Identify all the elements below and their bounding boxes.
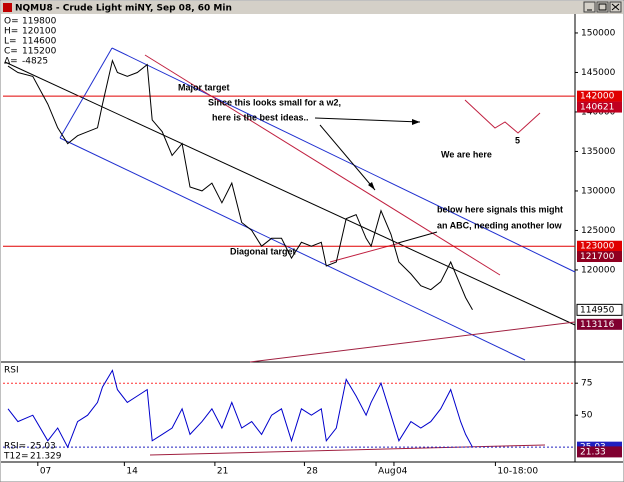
price-label: 123000: [580, 242, 615, 252]
panel-title: RSI: [4, 366, 19, 376]
price-line: [7, 58, 473, 311]
info-value: 114600: [22, 37, 57, 47]
annotations: Major target Since this looks small for …: [178, 82, 563, 256]
price-label-box: [577, 101, 622, 113]
annotation: We are here: [441, 149, 492, 159]
y-tick-label: 145000: [581, 68, 616, 78]
minimize-button[interactable]: [583, 1, 596, 13]
annotation: 5: [515, 135, 520, 145]
arrowhead: [368, 182, 375, 190]
info-label: O=: [4, 17, 19, 27]
window-title: NQMU8 - Crude Light miNY, Sep 08, 60 Min: [15, 4, 232, 14]
price-label: 113116: [580, 320, 615, 330]
readout-value: 21.329: [30, 452, 62, 462]
annotation: Since this looks small for a w2,: [208, 97, 341, 107]
trend-line: [249, 321, 576, 363]
annotation: an ABC, needing another low: [437, 220, 563, 230]
x-tick-label: 04: [396, 467, 408, 477]
x-tick-label: 07: [40, 467, 51, 477]
annotation: here is the best ideas..: [212, 112, 309, 122]
y-tick-label: 130000: [581, 186, 616, 196]
channel-line: [59, 47, 113, 139]
annotation: Major target: [178, 82, 230, 92]
price-label: 114950: [580, 305, 615, 315]
price-label: 121700: [580, 252, 615, 262]
y-tick-label: 50: [581, 411, 593, 421]
info-label: Δ=: [4, 57, 18, 67]
price-label-box: [577, 90, 622, 102]
maximize-button[interactable]: [596, 1, 609, 13]
annotation: below here signals this might: [437, 204, 563, 214]
x-tick-label: 10-18:00: [497, 467, 538, 477]
price-label-box: [577, 446, 622, 458]
sketch: [464, 99, 541, 134]
info-label: C=: [4, 47, 18, 57]
price-label: 142000: [580, 92, 615, 102]
readout-value: 25.03: [30, 442, 56, 452]
readout-label: T12=: [3, 452, 29, 462]
x-tick-label: 14: [126, 467, 138, 477]
window-icon: [3, 3, 12, 12]
price-label-box: [576, 303, 623, 316]
readout-label: RSI=: [4, 442, 26, 452]
trend-line: [144, 54, 501, 276]
x-tick-label: 28: [306, 467, 318, 477]
window-buttons[interactable]: [583, 1, 622, 13]
trend-line: [4, 61, 576, 326]
info-value: -4825: [22, 57, 48, 67]
channel-line: [111, 47, 576, 273]
x-tick-label: Aug: [378, 467, 396, 477]
icon: [598, 3, 607, 11]
info-value: 119800: [22, 17, 57, 27]
price-label-box: [577, 240, 622, 252]
title-bar: [1, 1, 623, 14]
arrow: [319, 124, 376, 191]
info-label: H=: [4, 27, 18, 37]
drawings: [4, 47, 576, 456]
arrowhead: [412, 119, 420, 125]
arrow: [397, 231, 438, 244]
price-line: [7, 369, 473, 449]
y-tick-label: 120000: [581, 265, 616, 275]
channel-line: [59, 137, 526, 361]
y-tick-label: 125000: [581, 226, 616, 236]
arrow: [314, 117, 421, 123]
annotation: Diagonal target: [230, 246, 296, 256]
y-tick-label: 135000: [581, 147, 616, 157]
y-tick-label: 150000: [581, 28, 616, 38]
price-label: 140621: [580, 103, 614, 113]
info-label: L=: [4, 37, 17, 47]
y-tick-label: 75: [581, 379, 592, 389]
price-label-box: [577, 251, 622, 263]
info-value: 115200: [22, 47, 57, 57]
price-label-box: [577, 318, 622, 330]
icon: [611, 3, 620, 11]
price-label: 21.33: [580, 447, 606, 457]
x-tick-label: 21: [217, 467, 228, 477]
info-value: 120100: [22, 27, 57, 37]
